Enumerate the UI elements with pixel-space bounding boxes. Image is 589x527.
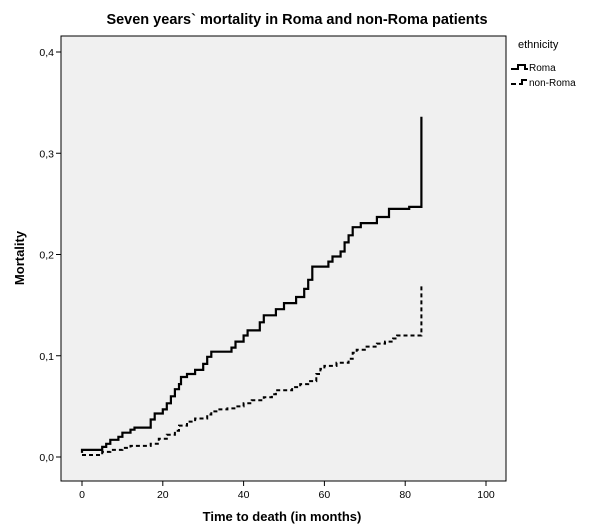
y-axis-label: Mortality [12,230,27,285]
legend-entry-label: non-Roma [529,78,576,89]
x-tick-label: 20 [157,489,169,501]
x-tick-label: 80 [399,489,411,501]
plot-area [60,35,507,482]
legend: ethnicity Roma non-Roma [511,39,576,89]
y-tick-label: 0,4 [39,47,54,59]
x-tick-label: 40 [238,489,250,501]
legend-symbol [511,64,528,70]
x-tick-label: 60 [319,489,331,501]
y-tick-label: 0,1 [39,351,54,363]
axes-layer: 0 20 40 60 80 100 0,0 0,1 0,2 0,3 0,4 [39,47,495,501]
y-tick-label: 0,2 [39,250,54,262]
series-line-non-roma [82,284,423,456]
y-tick-label: 0,0 [39,452,54,464]
legend-symbol [511,79,527,85]
chart-title: Seven years` mortality in Roma and non-R… [106,12,487,28]
y-tick-label: 0,3 [39,148,54,160]
x-tick-label: 100 [477,489,495,501]
series-line-roma [80,116,423,453]
series-layer [80,116,423,456]
legend-title: ethnicity [518,39,559,51]
legend-entry-label: Roma [529,63,556,74]
legend-entries: Roma non-Roma [511,63,576,89]
x-axis-label: Time to death (in months) [203,509,362,524]
x-tick-label: 0 [79,489,85,501]
